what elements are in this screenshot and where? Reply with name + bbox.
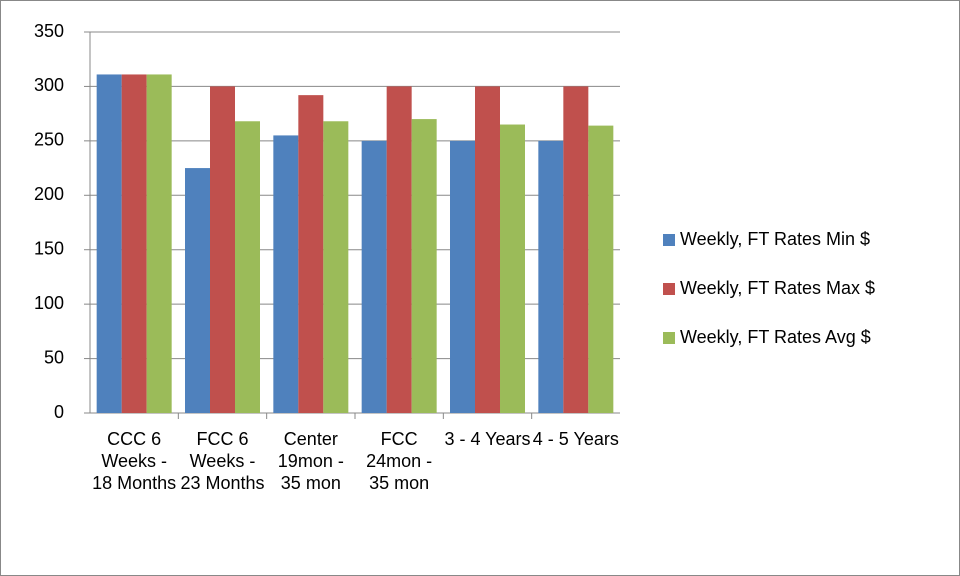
bar	[563, 86, 589, 413]
x-tick-label: CCC 6 Weeks - 18 Months	[92, 429, 177, 493]
legend-swatch	[663, 283, 675, 295]
y-tick-label: 350	[34, 21, 64, 41]
bar	[500, 124, 525, 414]
bar	[475, 86, 500, 413]
bar	[361, 140, 387, 413]
bar	[298, 95, 324, 413]
bar	[273, 135, 299, 413]
bar	[121, 74, 147, 413]
bar	[450, 140, 475, 413]
x-tick-label: FCC 6 Weeks - 23 Months	[180, 429, 265, 493]
legend-label: Weekly, FT Rates Min $	[680, 229, 870, 249]
y-tick-label: 300	[34, 75, 64, 95]
x-tick-label: FCC 24mon - 35 mon	[366, 429, 433, 493]
y-tick-label: 250	[34, 130, 64, 150]
y-tick-label: 0	[54, 402, 64, 422]
legend-label: Weekly, FT Rates Avg $	[680, 327, 871, 347]
bar	[323, 121, 349, 414]
bar	[538, 140, 564, 413]
bar	[96, 74, 122, 413]
bar	[386, 86, 412, 413]
bar	[210, 86, 235, 413]
x-tick-label: Center 19mon - 35 mon	[277, 429, 344, 493]
x-tick-label: 4 - 5 Years	[532, 429, 619, 449]
y-tick-label: 100	[34, 293, 64, 313]
legend-swatch	[663, 332, 675, 344]
bar	[185, 168, 210, 413]
bar	[588, 125, 614, 414]
legend-label: Weekly, FT Rates Max $	[680, 278, 875, 298]
y-tick-label: 50	[44, 347, 64, 367]
x-tick-label: 3 - 4 Years	[444, 429, 531, 449]
bar	[411, 119, 437, 413]
legend-swatch	[663, 234, 675, 246]
y-tick-label: 150	[34, 238, 64, 258]
y-tick-label: 200	[34, 184, 64, 204]
bar	[235, 121, 260, 414]
bar	[146, 74, 172, 413]
